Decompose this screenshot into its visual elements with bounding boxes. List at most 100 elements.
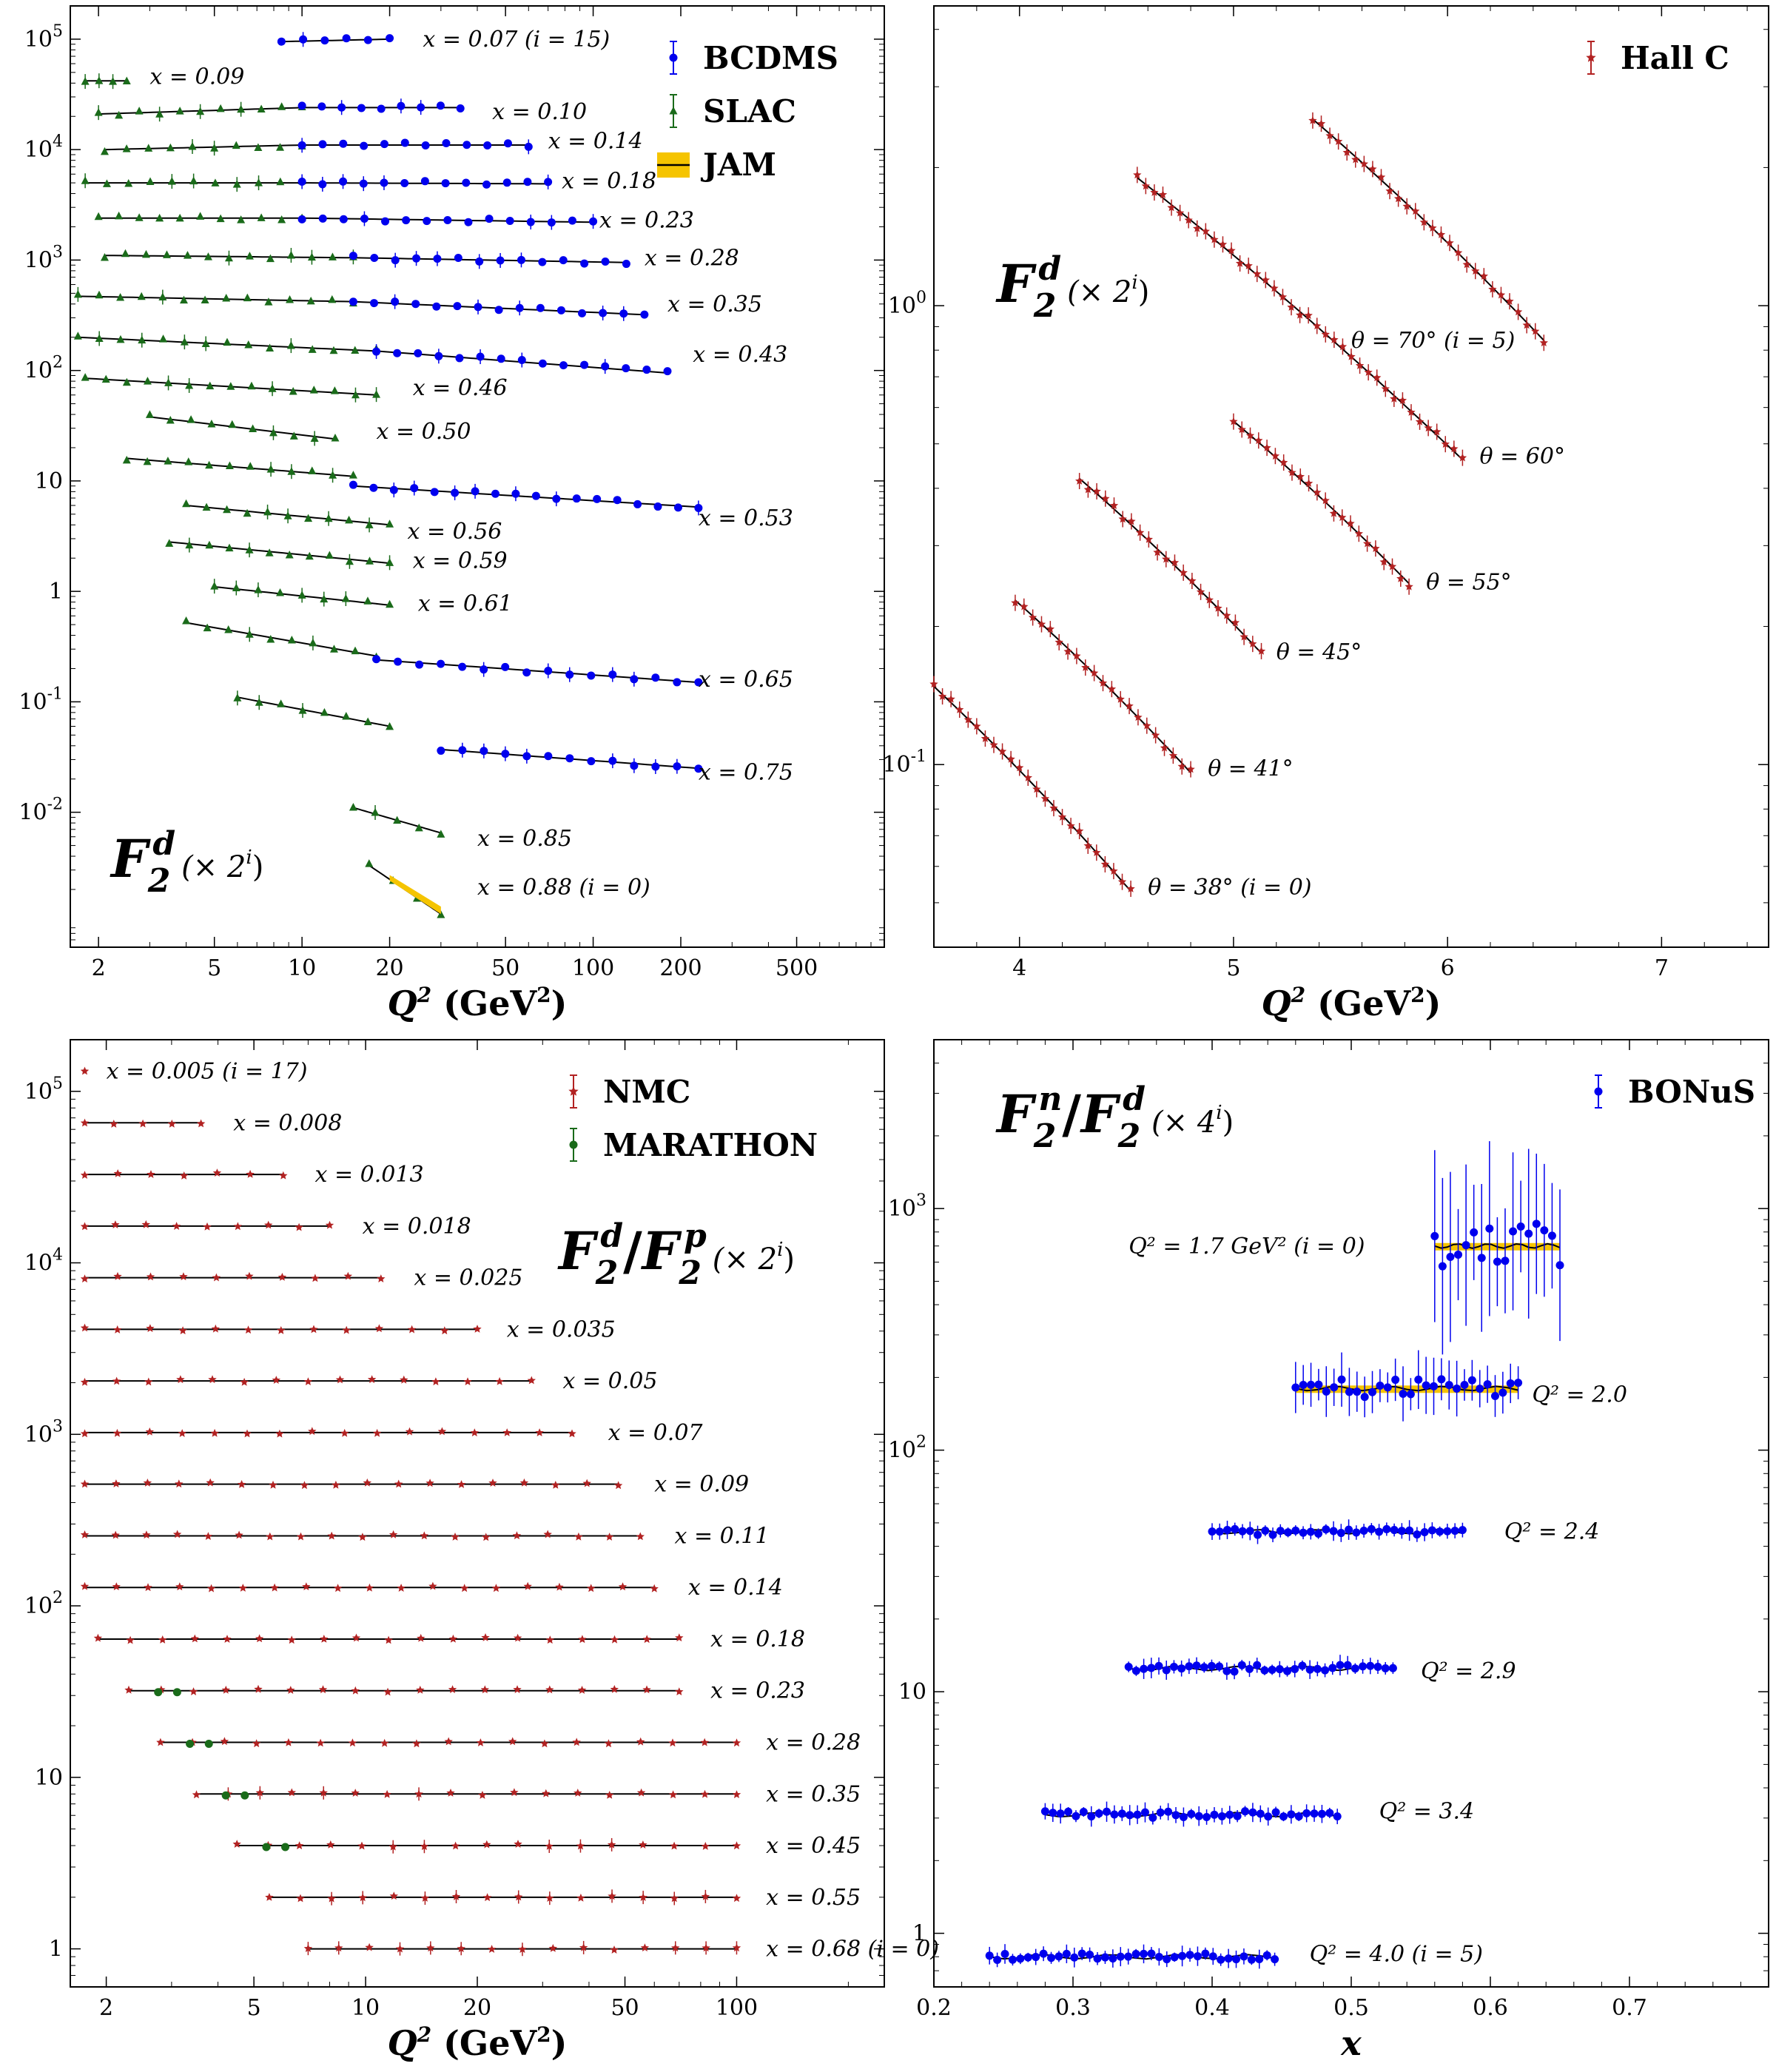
- data-point: [342, 712, 351, 720]
- data-point: [1020, 602, 1029, 610]
- data-point: [1322, 1525, 1331, 1534]
- data-point: [524, 142, 533, 151]
- data-point: [1262, 443, 1271, 451]
- data-point: [268, 384, 277, 392]
- data-point: [246, 1169, 255, 1178]
- data-point: [1177, 1664, 1186, 1673]
- data-point: [266, 1532, 275, 1541]
- data-point: [455, 354, 464, 363]
- data-point: [1092, 848, 1101, 856]
- data-point: [391, 297, 400, 306]
- data-point: [1444, 1381, 1453, 1390]
- data-point: [642, 366, 651, 374]
- data-point: [365, 859, 374, 867]
- quantity-subscript: 2: [595, 1254, 619, 1292]
- data-point: [155, 213, 164, 222]
- series-label: θ = 60°: [1480, 443, 1565, 469]
- data-point: [80, 1581, 90, 1590]
- data-point: [176, 1375, 185, 1384]
- data-point: [1539, 338, 1548, 347]
- data-point: [1244, 261, 1253, 269]
- x-axis-symbol: Q: [388, 983, 417, 1023]
- data-point: [651, 762, 660, 771]
- data-point: [287, 1788, 296, 1797]
- data-point: [223, 337, 232, 346]
- data-point: [1254, 436, 1263, 445]
- x-tick-label: 4: [1012, 955, 1026, 981]
- data-point: [414, 823, 423, 832]
- data-point: [576, 1841, 585, 1850]
- data-point: [502, 1428, 511, 1436]
- series-label: Q² = 2.4: [1504, 1519, 1600, 1545]
- data-point: [431, 1377, 440, 1386]
- data-point: [255, 1634, 264, 1643]
- data-point: [331, 433, 340, 442]
- data-point: [495, 1376, 504, 1385]
- x-tick-label: 0.2: [916, 1995, 952, 2021]
- theory-curve: [1079, 477, 1262, 654]
- data-point: [1430, 1382, 1439, 1390]
- data-point: [1322, 1388, 1331, 1396]
- data-point: [513, 1685, 522, 1694]
- data-point: [232, 180, 241, 188]
- data-point: [358, 1533, 367, 1541]
- scale-note: (× 4: [1151, 1106, 1216, 1140]
- data-point: [297, 177, 306, 186]
- data-point: [116, 334, 125, 343]
- data-point: [207, 419, 216, 428]
- data-point: [1200, 1663, 1208, 1672]
- data-point: [610, 1685, 619, 1693]
- data-point: [113, 1271, 122, 1280]
- data-point: [980, 734, 990, 742]
- data-point: [388, 1842, 397, 1851]
- data-point: [1333, 1812, 1342, 1821]
- data-point: [476, 352, 485, 361]
- data-point: [1291, 1383, 1300, 1392]
- data-point: [365, 1583, 374, 1592]
- data-point: [211, 178, 220, 186]
- x-tick-label: 100: [716, 1995, 758, 2021]
- data-point: [1193, 223, 1202, 232]
- data-point: [363, 1478, 371, 1487]
- data-point: [1436, 1527, 1444, 1536]
- data-point: [402, 216, 411, 225]
- data-point: [365, 556, 374, 565]
- data-point: [286, 341, 295, 349]
- data-point: [508, 1737, 517, 1746]
- data-point: [1103, 1807, 1111, 1816]
- theory-curve: [281, 38, 390, 43]
- data-point: [335, 1375, 345, 1384]
- data-point: [423, 217, 431, 226]
- data-point: [304, 514, 313, 522]
- series-label: x = 0.23: [599, 207, 694, 233]
- data-point: [519, 1478, 529, 1487]
- data-point: [1490, 1391, 1499, 1400]
- y-tick-label: 104: [24, 132, 63, 163]
- data-point: [206, 1584, 216, 1592]
- data-point: [1296, 472, 1305, 480]
- data-point: [476, 1738, 485, 1746]
- data-point: [420, 1842, 429, 1851]
- data-point: [1233, 1812, 1242, 1820]
- data-point: [386, 599, 394, 608]
- data-point: [1279, 1812, 1288, 1821]
- y-tick-exponent: -1: [47, 684, 63, 703]
- data-point: [1016, 1954, 1025, 1963]
- data-point: [1437, 1375, 1446, 1384]
- data-point: [437, 830, 445, 838]
- x-axis-title: Q2 (GeV2): [388, 983, 568, 1023]
- data-point: [610, 1945, 619, 1954]
- data-point: [80, 1429, 90, 1438]
- data-point: [1373, 373, 1382, 382]
- data-point: [482, 1893, 492, 1902]
- data-point: [221, 1685, 230, 1694]
- x-tick-label: 10: [352, 1995, 380, 2021]
- data-point: [428, 1581, 437, 1590]
- data-point: [220, 1737, 229, 1746]
- data-point: [146, 177, 155, 185]
- data-point: [1398, 396, 1407, 404]
- data-point: [480, 747, 488, 756]
- data-point: [673, 503, 682, 512]
- x-axis-units: (GeV: [431, 2023, 537, 2063]
